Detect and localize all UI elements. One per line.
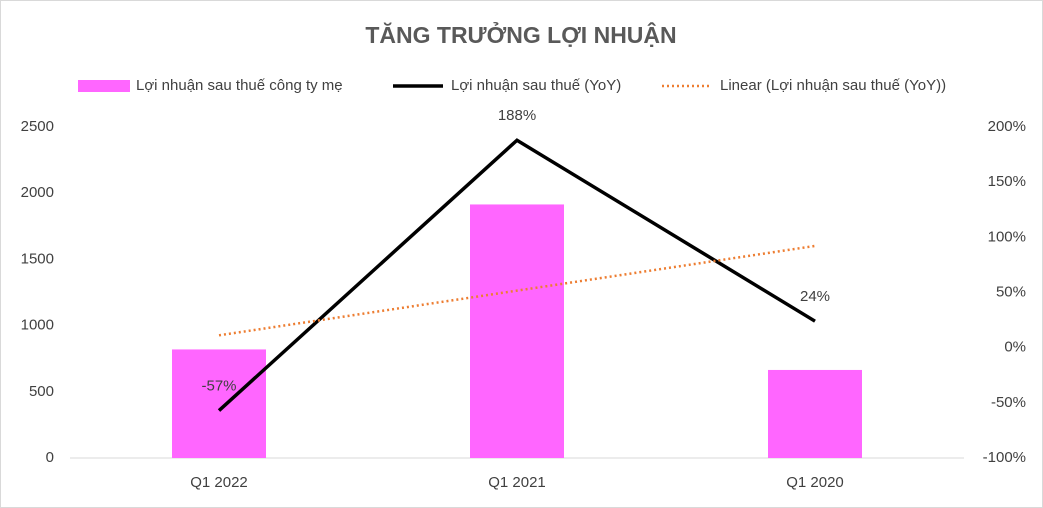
chart-title: TĂNG TRƯỞNG LỢI NHUẬN bbox=[365, 20, 676, 48]
trendline bbox=[218, 244, 816, 337]
y-tick-label: 2000 bbox=[21, 184, 54, 201]
data-label: -57% bbox=[201, 378, 236, 395]
x-tick-label: Q1 2022 bbox=[190, 474, 248, 491]
legend-label: Linear (Lợi nhuận sau thuế (YoY)) bbox=[720, 77, 946, 94]
y-tick-label: 1000 bbox=[21, 317, 54, 334]
bar bbox=[172, 349, 266, 458]
y-tick-label: 2500 bbox=[21, 118, 54, 135]
legend-label: Lợi nhuận sau thuế công ty mẹ bbox=[136, 77, 343, 94]
x-tick-label: Q1 2020 bbox=[786, 474, 844, 491]
y2-tick-label: 100% bbox=[988, 228, 1026, 245]
y2-tick-label: 200% bbox=[988, 118, 1026, 135]
legend-swatch bbox=[78, 80, 130, 92]
y2-tick-label: 50% bbox=[996, 283, 1026, 300]
y-tick-label: 1500 bbox=[21, 250, 54, 267]
y-tick-label: 0 bbox=[46, 449, 54, 466]
legend-label: Lợi nhuận sau thuế (YoY) bbox=[451, 77, 621, 94]
bar bbox=[768, 369, 862, 458]
bar bbox=[470, 204, 564, 458]
data-label: 24% bbox=[800, 288, 830, 305]
y2-tick-label: -100% bbox=[983, 449, 1026, 466]
y2-tick-label: -50% bbox=[991, 394, 1026, 411]
y2-tick-label: 150% bbox=[988, 173, 1026, 190]
data-label: 188% bbox=[498, 107, 536, 124]
y-tick-label: 500 bbox=[29, 383, 54, 400]
x-tick-label: Q1 2021 bbox=[488, 474, 546, 491]
y2-tick-label: 0% bbox=[1004, 339, 1026, 356]
